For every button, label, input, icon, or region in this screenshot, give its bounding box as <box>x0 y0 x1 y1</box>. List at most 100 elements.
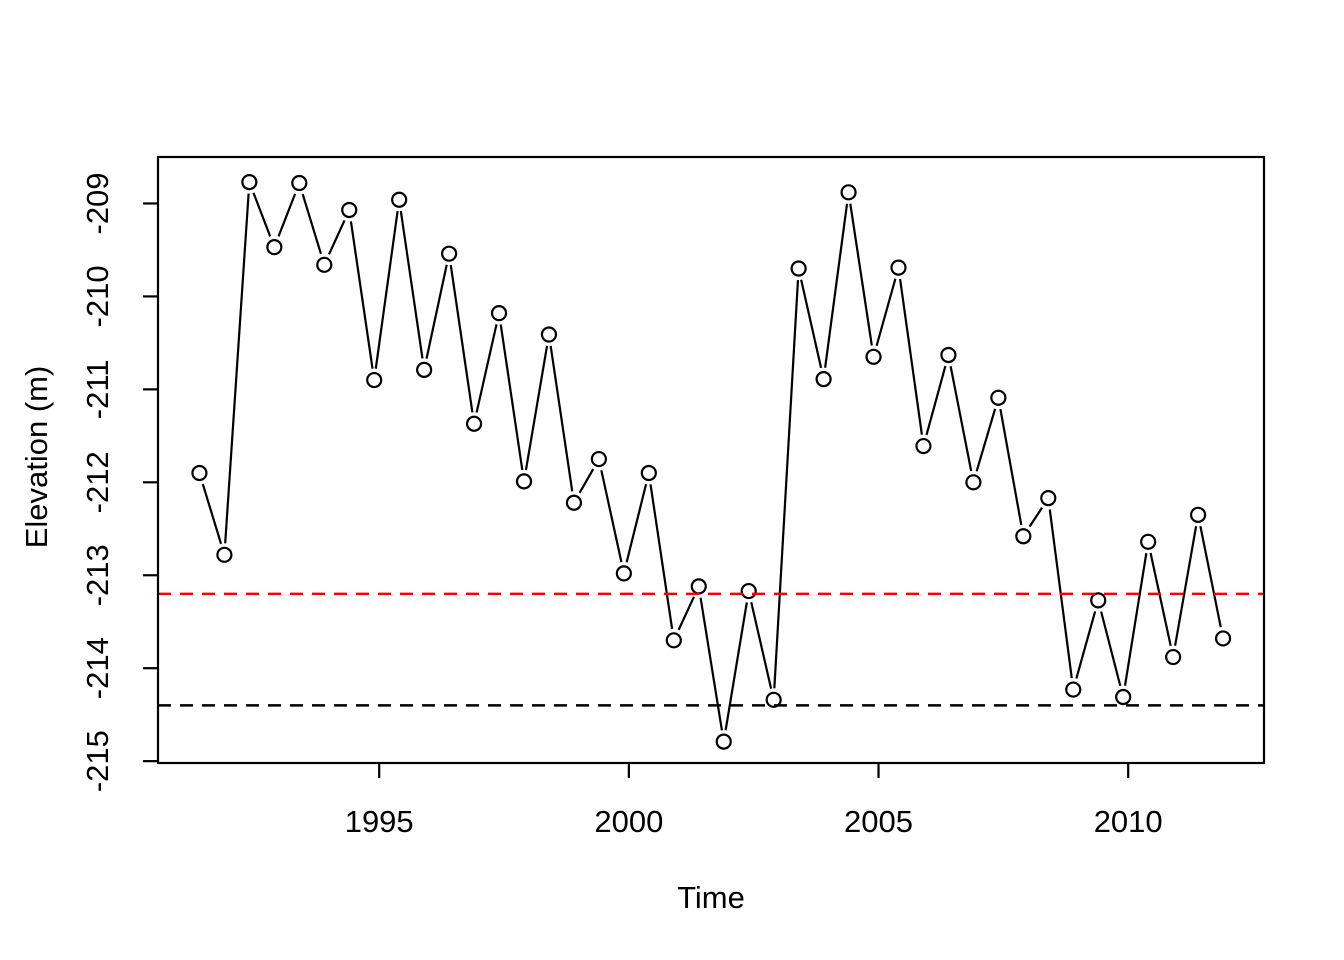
data-point-marker <box>216 546 233 563</box>
y-axis-title: Elevation (m) <box>19 366 54 549</box>
series-line-segment <box>750 602 773 689</box>
data-point-marker <box>1040 490 1057 507</box>
axes-layer: 1995 2000 2005 2010 -215 -214 -213 -212 -211 -210… <box>80 172 1163 839</box>
marker-layer <box>191 173 1232 750</box>
y-axis-tick-label: -211 <box>80 359 115 419</box>
series-line-segment <box>349 221 374 369</box>
series-line-segment <box>625 483 648 563</box>
data-point-marker <box>490 305 508 322</box>
data-point-marker <box>690 578 707 595</box>
data-point-marker <box>565 494 583 511</box>
series-line-segment <box>399 210 424 359</box>
data-point-marker <box>740 582 757 600</box>
series-line-segment <box>600 470 623 563</box>
data-point-marker <box>840 184 857 201</box>
series-line-segment <box>475 324 498 413</box>
data-point-marker <box>715 733 732 750</box>
series-line-segment <box>1100 611 1122 687</box>
series-line-segment <box>425 264 448 359</box>
series-line-segment <box>649 484 674 630</box>
series-line-segment <box>252 192 272 237</box>
y-axis-tick-label: -213 <box>80 544 115 606</box>
data-point-marker <box>465 415 483 432</box>
data-point-marker <box>665 632 682 649</box>
data-point-marker <box>391 191 408 208</box>
data-point-marker <box>1115 688 1132 706</box>
series-line-segment <box>1028 507 1043 528</box>
series-line-segment <box>301 193 322 255</box>
series-line-segment <box>949 366 973 472</box>
y-axis-tick-label: -210 <box>80 265 115 327</box>
series-line-segment <box>277 193 297 237</box>
data-point-marker <box>266 239 283 256</box>
data-point-marker <box>865 348 882 365</box>
y-axis-tick-label: -214 <box>80 637 115 699</box>
series-line-segment <box>1174 525 1198 646</box>
series-line-segment <box>875 278 897 347</box>
x-axis-tick-label: 2000 <box>594 804 663 839</box>
y-axis-tick-label: -212 <box>80 451 115 513</box>
series-line-segment <box>724 602 748 731</box>
data-point-marker <box>790 260 807 277</box>
series-line-segment <box>975 408 997 472</box>
y-axis-tick-label: -215 <box>80 730 115 792</box>
data-point-marker <box>590 450 608 468</box>
series-line-segment <box>374 210 399 369</box>
x-axis-tick-label: 1995 <box>345 804 414 839</box>
x-axis-tick-label: 2010 <box>1094 804 1163 839</box>
data-point-marker <box>915 437 932 455</box>
series-line-segment <box>1149 552 1172 647</box>
data-point-marker <box>965 474 982 491</box>
series-line-segment <box>677 596 695 631</box>
data-point-marker <box>441 245 458 262</box>
series-line-segment <box>449 264 474 413</box>
data-point-marker <box>416 361 433 378</box>
data-point-marker <box>990 389 1007 406</box>
data-point-marker <box>540 326 558 343</box>
data-point-marker <box>940 346 957 364</box>
data-point-marker <box>1214 630 1232 647</box>
series-line-segment <box>201 483 223 545</box>
data-point-marker <box>1065 681 1082 698</box>
series-line-segment <box>549 345 574 492</box>
series-line-segment <box>824 203 849 368</box>
series-line-segment <box>898 278 923 435</box>
series-line-segment <box>699 597 723 731</box>
series-layer <box>201 192 1222 731</box>
x-axis-title: Time <box>677 880 745 915</box>
data-point-marker <box>1189 506 1207 523</box>
series-line-segment <box>925 365 947 436</box>
data-point-marker <box>291 174 308 192</box>
data-point-marker <box>615 565 632 582</box>
data-point-marker <box>1140 533 1157 550</box>
series-line-segment <box>800 279 823 369</box>
data-point-marker <box>515 473 533 490</box>
data-point-marker <box>191 464 208 482</box>
data-point-marker <box>640 464 657 482</box>
data-point-marker <box>890 259 907 276</box>
series-line-segment <box>524 345 549 471</box>
data-point-marker <box>341 201 358 219</box>
series-line-segment <box>1199 525 1222 628</box>
reference-lines-top-layer <box>158 592 1264 707</box>
series-line-segment <box>224 193 250 544</box>
data-point-marker <box>241 173 258 191</box>
series-line-segment <box>1123 552 1148 686</box>
series-line-segment <box>849 203 873 346</box>
series-line-segment <box>499 324 524 471</box>
series-line-segment <box>773 279 800 689</box>
data-point-marker <box>1090 592 1107 609</box>
data-point-marker <box>366 371 383 389</box>
data-point-marker <box>1015 528 1032 545</box>
x-axis-tick-label: 2005 <box>844 804 913 839</box>
y-axis-tick-label: -209 <box>80 172 115 234</box>
data-point-marker <box>1165 648 1182 666</box>
series-line-segment <box>1075 611 1097 679</box>
series-line-segment <box>578 468 595 494</box>
data-point-marker <box>765 691 782 708</box>
series-line-segment <box>999 408 1023 526</box>
series-line-segment <box>328 219 346 255</box>
data-point-marker <box>815 371 832 388</box>
